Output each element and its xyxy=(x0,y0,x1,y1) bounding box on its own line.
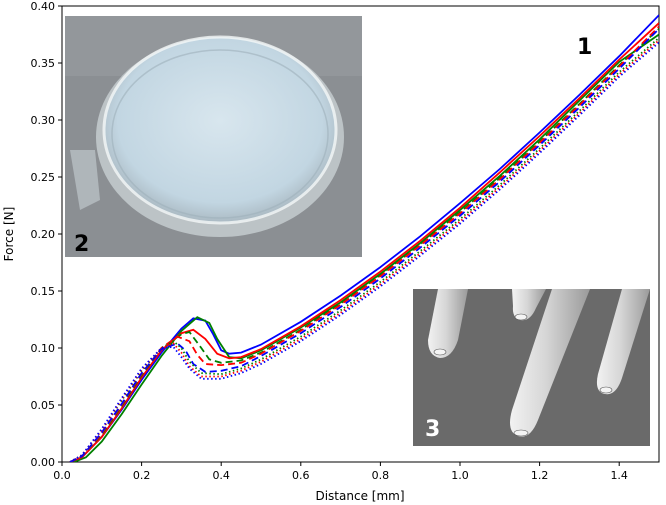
x-tick-label: 1.4 xyxy=(610,469,628,482)
y-tick-label: 0.40 xyxy=(31,0,56,13)
series-line-dotted-7 xyxy=(69,39,659,462)
series-line-dashed-5 xyxy=(69,28,659,462)
x-tick-label: 1.0 xyxy=(451,469,469,482)
y-axis-label: Force [N] xyxy=(2,207,16,262)
x-tick-label: 1.2 xyxy=(531,469,549,482)
series-layer xyxy=(69,14,659,462)
x-tick-label: 0.0 xyxy=(53,469,71,482)
y-axis-ticks: 0.00 0.05 0.10 0.15 0.20 0.25 0.30 0.35 0.40 xyxy=(31,0,62,469)
y-tick-label: 0.10 xyxy=(31,342,56,355)
x-tick-label: 0.4 xyxy=(212,469,230,482)
y-tick-label: 0.25 xyxy=(31,171,56,184)
series-line-solid-1 xyxy=(73,33,659,462)
series-line-solid-0 xyxy=(69,14,659,462)
x-axis-label: Distance [mm] xyxy=(315,489,404,503)
x-tick-label: 0.8 xyxy=(372,469,390,482)
panel-label-3: 3 xyxy=(425,417,440,442)
panel-label-2: 2 xyxy=(74,232,89,257)
y-tick-label: 0.35 xyxy=(31,57,56,70)
y-tick-label: 0.30 xyxy=(31,114,56,127)
inset-petri-dish-photo xyxy=(65,16,362,257)
y-tick-label: 0.15 xyxy=(31,285,56,298)
inset-needle-render xyxy=(413,289,650,446)
x-tick-label: 0.6 xyxy=(292,469,310,482)
y-tick-label: 0.00 xyxy=(31,456,56,469)
y-tick-label: 0.20 xyxy=(31,228,56,241)
panel-label-1: 1 xyxy=(577,35,592,60)
series-line-solid-2 xyxy=(69,22,659,462)
y-tick-label: 0.05 xyxy=(31,399,56,412)
x-tick-label: 0.2 xyxy=(133,469,151,482)
x-axis-ticks: 0.0 0.2 0.4 0.6 0.8 1.0 1.2 1.4 xyxy=(53,462,628,482)
